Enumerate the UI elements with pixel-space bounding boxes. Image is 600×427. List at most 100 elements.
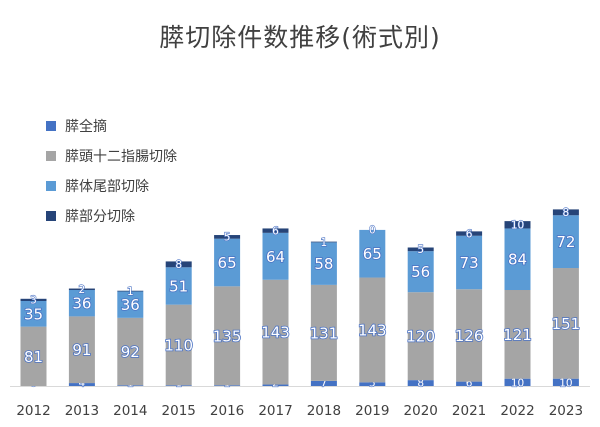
bar-segment — [117, 291, 144, 318]
bar-segment — [262, 232, 289, 280]
bar-segment — [552, 209, 579, 216]
data-label: 2 — [79, 284, 86, 296]
legend-item: 膵全摘 — [46, 111, 177, 141]
data-label: 151 — [552, 315, 581, 333]
data-label: 3 — [30, 295, 37, 307]
data-label: 36 — [72, 295, 91, 313]
x-tick-label: 2022 — [500, 403, 534, 419]
bar-segment — [407, 380, 434, 386]
data-label: 110 — [164, 336, 193, 354]
bar-segment — [262, 384, 289, 386]
x-tick-label: 2019 — [355, 403, 389, 419]
bar-segment — [552, 378, 579, 386]
data-label: 10 — [559, 377, 572, 389]
bar-segment — [310, 242, 337, 285]
legend-label: 膵体尾部切除 — [65, 179, 149, 195]
data-label: 84 — [508, 251, 527, 269]
bar-segment — [359, 277, 386, 383]
x-tick-label: 2014 — [113, 403, 147, 419]
x-tick-label: 2012 — [16, 403, 50, 419]
bar-segment — [504, 378, 531, 386]
bar-segment — [504, 221, 531, 229]
data-label: 72 — [556, 233, 575, 251]
data-label: 56 — [411, 263, 430, 281]
data-label: 4 — [79, 377, 86, 389]
bar-segment — [456, 231, 483, 236]
bar-segment — [165, 304, 192, 386]
bar-segment — [407, 251, 434, 293]
bar-segment — [359, 229, 386, 278]
bar-segment — [456, 235, 483, 290]
data-label: 8 — [417, 377, 424, 389]
data-label: 58 — [314, 255, 333, 273]
data-label: 65 — [363, 245, 382, 263]
legend-label: 膵頭十二指腸切除 — [65, 149, 177, 165]
data-label: 120 — [406, 328, 435, 346]
x-tick-label: 2018 — [307, 403, 341, 419]
data-label: 92 — [121, 343, 140, 361]
bar-segment — [117, 290, 144, 292]
bar-segment — [214, 238, 241, 287]
bar-segment — [407, 292, 434, 381]
x-tick-label: 2020 — [404, 403, 438, 419]
bar-segment — [68, 383, 95, 386]
bar-segment — [117, 317, 144, 386]
legend: 膵全摘膵頭十二指腸切除 膵体尾部切除 膵部分切除 — [46, 111, 177, 231]
legend-swatch — [46, 181, 56, 191]
bar-segment — [165, 267, 192, 305]
bar-segment — [165, 261, 192, 268]
bar-segment — [310, 284, 337, 381]
data-label: 126 — [455, 327, 484, 345]
data-label: 131 — [310, 324, 339, 342]
legend-item: 膵頭十二指腸切除 — [46, 141, 177, 171]
data-label: 8 — [563, 207, 570, 219]
data-label: 1 — [127, 286, 134, 298]
bar-segment — [504, 290, 531, 379]
bar-segment — [214, 286, 241, 386]
data-label: 8 — [175, 259, 182, 271]
x-tick-label: 2015 — [162, 403, 196, 419]
data-label: 6 — [466, 377, 473, 389]
x-tick-label: 2013 — [65, 403, 99, 419]
bar-segment — [165, 385, 192, 386]
bar-segment — [214, 235, 241, 239]
legend-label: 膵全摘 — [65, 119, 107, 135]
legend-swatch — [46, 121, 56, 131]
bar-segment — [407, 247, 434, 252]
data-label: 6 — [466, 228, 473, 240]
data-label: 36 — [121, 296, 140, 314]
bar-segment — [117, 385, 144, 386]
legend-swatch — [46, 211, 56, 221]
bar-segment — [456, 289, 483, 382]
data-label: 1 — [321, 237, 328, 249]
data-label: 51 — [169, 277, 188, 295]
bar-segment — [504, 228, 531, 291]
data-label: 5 — [369, 377, 376, 389]
bar-segment — [20, 300, 47, 327]
bar-segment — [359, 382, 386, 386]
data-label: 10 — [511, 377, 524, 389]
bar-segment — [68, 316, 95, 384]
bar-segment — [68, 290, 95, 317]
data-label: 6 — [272, 225, 279, 237]
data-label: 121 — [503, 326, 532, 344]
data-label: 91 — [72, 341, 91, 359]
bar-segment — [552, 215, 579, 269]
data-label: 143 — [261, 324, 290, 342]
bar-segment — [262, 228, 289, 233]
data-label: 5 — [417, 244, 424, 256]
legend-label: 膵部分切除 — [65, 209, 135, 225]
data-label: 135 — [213, 327, 242, 345]
bar-segment — [310, 241, 337, 243]
bar-segment — [310, 380, 337, 386]
bar-segment — [456, 381, 483, 386]
data-label: 0 — [369, 225, 376, 237]
legend-swatch — [46, 151, 56, 161]
chart-title: 膵切除件数推移(術式別) — [159, 23, 441, 52]
x-tick-label: 2017 — [258, 403, 292, 419]
bar-segment — [20, 298, 47, 301]
data-label: 7 — [321, 377, 328, 389]
bar-segment — [214, 385, 241, 386]
x-tick-label: 2023 — [549, 403, 583, 419]
